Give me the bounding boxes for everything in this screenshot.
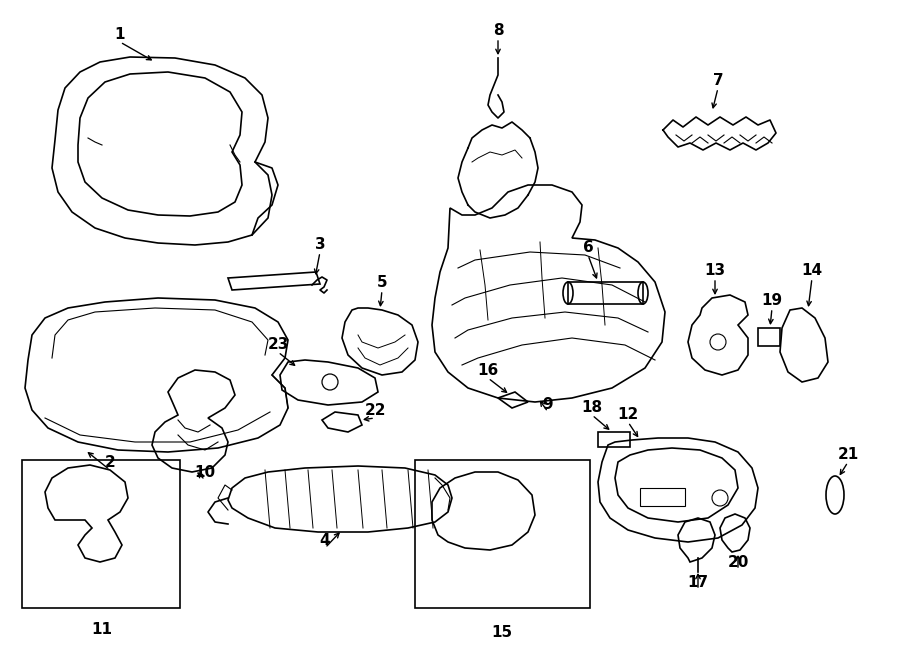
Bar <box>758 328 780 346</box>
Text: 23: 23 <box>267 337 289 352</box>
Text: 13: 13 <box>705 263 725 278</box>
Text: 18: 18 <box>581 400 603 415</box>
Text: 6: 6 <box>582 240 593 255</box>
Text: 8: 8 <box>492 23 503 38</box>
Text: 14: 14 <box>801 263 823 278</box>
Text: 5: 5 <box>377 275 387 290</box>
Text: 19: 19 <box>761 293 783 308</box>
Bar <box>22 460 180 608</box>
Text: 10: 10 <box>194 465 216 480</box>
Text: 12: 12 <box>617 407 639 422</box>
Bar <box>568 282 643 304</box>
Text: 2: 2 <box>104 455 115 470</box>
Text: 21: 21 <box>837 447 859 462</box>
Text: 11: 11 <box>92 622 112 637</box>
Text: 15: 15 <box>491 625 513 640</box>
Text: 16: 16 <box>477 363 499 378</box>
Text: 7: 7 <box>713 73 724 88</box>
Text: 1: 1 <box>115 27 125 42</box>
Text: 3: 3 <box>315 237 325 252</box>
Bar <box>640 488 685 506</box>
Text: 20: 20 <box>727 555 749 570</box>
Text: 9: 9 <box>543 397 553 412</box>
Bar <box>415 460 590 608</box>
Text: 17: 17 <box>688 575 708 590</box>
Bar <box>598 432 630 447</box>
Text: 22: 22 <box>364 403 386 418</box>
Text: 4: 4 <box>320 533 330 548</box>
